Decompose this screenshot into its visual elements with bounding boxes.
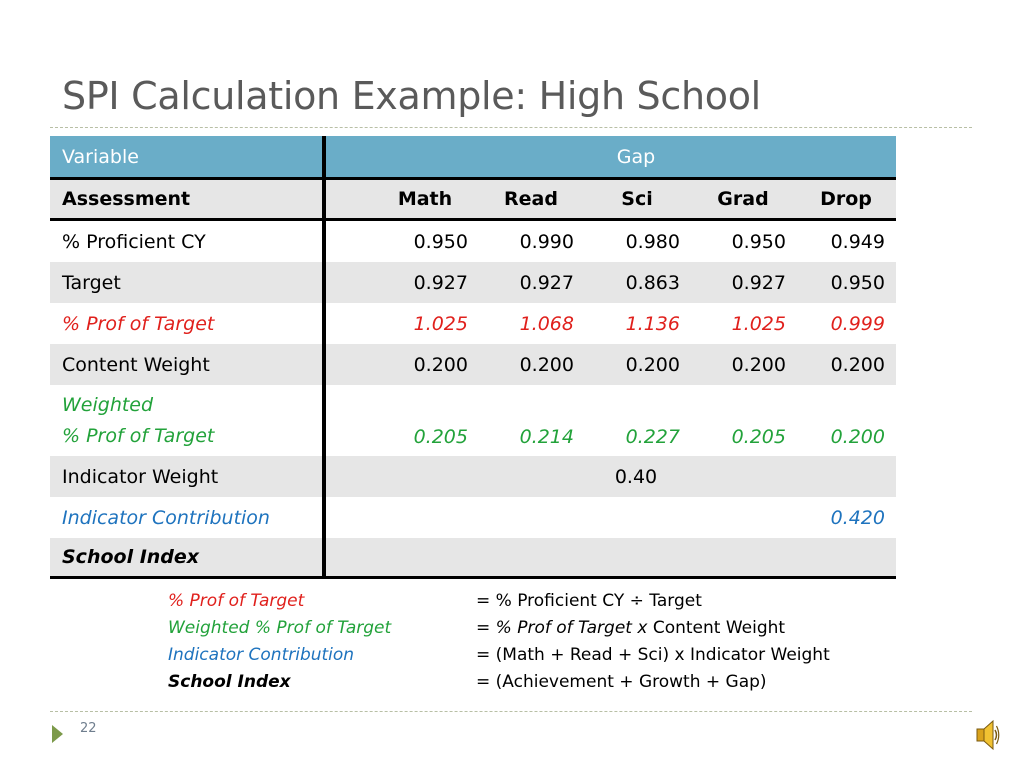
note-definition: = (Achievement + Growth + Gap) xyxy=(476,672,767,692)
row-label: % Prof of Target xyxy=(62,312,215,335)
indicator-weight-value: 0.40 xyxy=(614,465,658,488)
cell-grad: 0.200 xyxy=(731,353,786,376)
col-grad: Grad xyxy=(717,188,769,210)
row-label: Indicator Weight xyxy=(62,465,219,488)
cell-math: 0.200 xyxy=(413,353,468,376)
row-label: Indicator Contribution xyxy=(62,506,270,529)
table-column-divider xyxy=(322,136,326,578)
cell-math: 0.927 xyxy=(413,271,468,294)
slide-number: 22 xyxy=(80,721,97,736)
note-definition: = (Math + Read + Sci) x Indicator Weight xyxy=(476,645,830,665)
footer-divider xyxy=(50,711,972,712)
cell-math: 1.025 xyxy=(413,312,468,335)
subheader-assessment: Assessment xyxy=(62,188,191,210)
note-definition-rest: Content Weight xyxy=(647,618,786,638)
cell-grad: 0.927 xyxy=(731,271,786,294)
play-arrow-icon[interactable] xyxy=(52,725,63,743)
col-sci: Sci xyxy=(621,188,653,210)
col-math: Math xyxy=(397,188,453,210)
row-label: School Index xyxy=(62,546,200,568)
note-definition-italic: = % Prof of Target x xyxy=(476,618,648,638)
row-label: Target xyxy=(62,271,121,294)
row-label-line1: Weighted xyxy=(62,393,154,416)
note-term: Weighted % Prof of Target xyxy=(168,618,392,638)
header-gap: Gap xyxy=(616,145,656,168)
row-label: Content Weight xyxy=(62,353,210,376)
cell-math: 0.205 xyxy=(413,426,468,448)
cell-read: 1.068 xyxy=(519,312,574,335)
col-drop: Drop xyxy=(820,188,872,210)
row-label: % Proficient CY xyxy=(62,230,206,253)
cell-sci: 0.227 xyxy=(625,426,680,448)
cell-drop: 0.950 xyxy=(830,271,885,294)
col-read: Read xyxy=(504,188,558,210)
cell-sci: 0.200 xyxy=(625,353,680,376)
cell-sci: 1.136 xyxy=(625,312,680,335)
cell-grad: 1.025 xyxy=(731,312,786,335)
table-row: Content Weight 0.200 0.200 0.200 0.200 0… xyxy=(50,344,896,385)
cell-drop: 0.200 xyxy=(830,426,885,448)
cell-sci: 0.863 xyxy=(625,271,680,294)
table-row: Weighted % Prof of Target 0.205 0.214 0.… xyxy=(50,385,896,456)
note-term: Indicator Contribution xyxy=(168,645,355,665)
cell-read: 0.214 xyxy=(519,426,574,448)
table-row: Indicator Weight 0.40 xyxy=(50,456,896,497)
cell-sci: 0.980 xyxy=(625,230,680,253)
note-term: % Prof of Target xyxy=(168,591,305,611)
slide-title: SPI Calculation Example: High School xyxy=(62,74,761,118)
cell-drop: 0.999 xyxy=(830,312,885,335)
cell-read: 0.990 xyxy=(519,230,574,253)
note-definition: = % Prof of Target x Content Weight xyxy=(476,615,785,642)
row-label-line2: % Prof of Target xyxy=(62,424,215,447)
cell-math: 0.950 xyxy=(413,230,468,253)
title-divider xyxy=(50,127,972,128)
note-definition: = % Proficient CY ÷ Target xyxy=(476,591,702,611)
cell-drop: 0.200 xyxy=(830,353,885,376)
indicator-contribution-value: 0.420 xyxy=(830,506,885,529)
note-term: School Index xyxy=(168,672,291,692)
table-row: % Prof of Target 1.025 1.068 1.136 1.025… xyxy=(50,303,896,344)
cell-grad: 0.950 xyxy=(731,230,786,253)
table-row: % Proficient CY 0.950 0.990 0.980 0.950 … xyxy=(50,221,896,262)
row-label: Weighted % Prof of Target xyxy=(62,385,214,456)
table-subheader-row: Assessment Math Read Sci Grad Drop xyxy=(50,180,896,221)
table-row: Indicator Contribution 0.420 xyxy=(50,497,896,538)
table-header-row: Variable Gap xyxy=(50,136,896,180)
cell-grad: 0.205 xyxy=(731,426,786,448)
table-row: Target 0.927 0.927 0.863 0.927 0.950 xyxy=(50,262,896,303)
cell-read: 0.200 xyxy=(519,353,574,376)
table-row: School Index xyxy=(50,538,896,579)
header-variable: Variable xyxy=(62,145,139,168)
spi-table: Variable Gap Assessment Math Read Sci Gr… xyxy=(50,136,896,579)
speaker-icon[interactable] xyxy=(976,718,1000,752)
cell-drop: 0.949 xyxy=(830,230,885,253)
cell-read: 0.927 xyxy=(519,271,574,294)
